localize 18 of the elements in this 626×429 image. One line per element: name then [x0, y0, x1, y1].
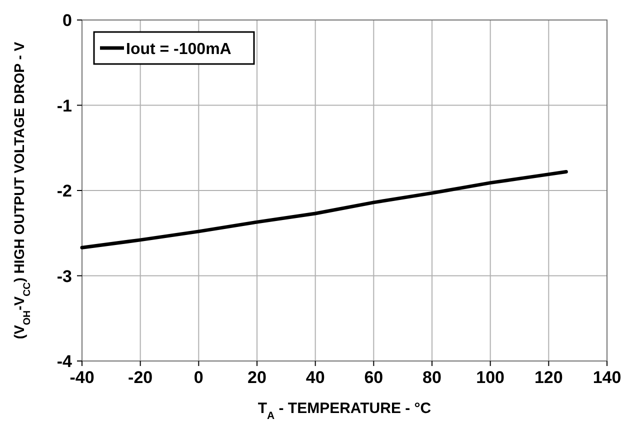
legend-label: Iout = -100mA	[126, 41, 232, 58]
y-tick-label: -2	[56, 182, 72, 200]
x-tick-label: 40	[306, 368, 325, 387]
x-tick-label: -40	[70, 368, 94, 387]
y-tick-label: -3	[56, 266, 72, 286]
y-tick-label: -1	[56, 96, 72, 116]
x-tick-label: 60	[364, 368, 384, 387]
line-series	[80, 170, 568, 250]
x-axis-title: T$_{A}$ - TEMPERATURE - °C	[258, 400, 432, 422]
y-tick-label: 0	[62, 11, 72, 30]
x-tick-label: 80	[422, 368, 442, 387]
x-tick-label: 120	[534, 368, 563, 387]
x-tick-label: -20	[128, 368, 153, 387]
x-tick-label: 0	[194, 368, 204, 387]
x-tick-label: 140	[592, 368, 622, 387]
x-tick-label: 20	[248, 368, 266, 387]
x-tick-label: 100	[476, 368, 505, 387]
y-tick-label: -4	[56, 352, 73, 371]
